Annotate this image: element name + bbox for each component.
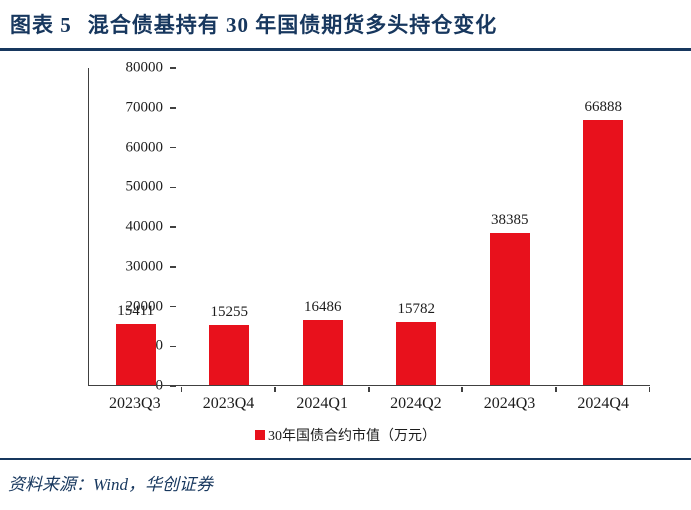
y-tick-mark — [170, 266, 176, 268]
bar-chart: 0100002000030000400005000060000700008000… — [0, 60, 691, 445]
bar — [302, 319, 343, 385]
y-tick-mark — [170, 226, 176, 228]
top-divider — [0, 48, 691, 51]
y-tick-label: 70000 — [125, 99, 164, 116]
plot-row: 0100002000030000400005000060000700008000… — [88, 60, 651, 393]
x-tick-mark — [648, 386, 650, 392]
bar-value-label: 15782 — [397, 301, 436, 318]
x-tick-mark — [274, 386, 276, 392]
bar-value-label: 15411 — [117, 302, 155, 319]
figure-header: 图表 5 混合债基持有 30 年国债期货多头持仓变化 — [0, 0, 691, 39]
x-tick-mark — [368, 386, 370, 392]
bar-slot: 15255 — [183, 68, 277, 385]
x-tick-label: 2024Q4 — [577, 395, 629, 412]
bar — [115, 323, 156, 385]
chart-legend: 30年国债合约市值（万元） — [0, 425, 691, 445]
bar-slot: 66888 — [557, 68, 651, 385]
legend-label: 30年国债合约市值（万元） — [268, 429, 436, 444]
y-tick-mark — [170, 67, 176, 69]
y-tick-mark — [170, 186, 176, 188]
y-tick-label: 40000 — [125, 218, 164, 235]
x-tick-mark — [555, 386, 557, 392]
y-tick-label: 60000 — [125, 139, 164, 155]
bar — [209, 324, 250, 385]
y-tick-label: 20000 — [125, 298, 164, 314]
bar-value-label: 66888 — [584, 98, 623, 115]
x-axis-labels: 2023Q3 2023Q4 2024Q1 2024Q2 2024Q3 2024Q4 — [88, 395, 650, 413]
bar-slot: 16486 — [276, 68, 370, 385]
x-tick-label: 2024Q2 — [390, 395, 442, 412]
x-tick-label: 2023Q3 — [109, 395, 161, 412]
x-tick-label: 2024Q3 — [483, 395, 536, 412]
x-tick-mark — [461, 386, 463, 392]
bar — [489, 232, 530, 385]
y-tick-label: 80000 — [125, 59, 164, 76]
bar-value-label: 16486 — [304, 298, 342, 315]
x-tick-label: 2023Q4 — [202, 395, 255, 412]
x-tick-label: 2024Q1 — [296, 395, 348, 412]
source-note: 资料来源：Wind，华创证券 — [8, 475, 213, 494]
y-tick-mark — [170, 385, 176, 387]
bar-slot: 38385 — [463, 68, 557, 385]
bar-slot: 15782 — [370, 68, 464, 385]
bar-value-label: 15255 — [210, 303, 249, 320]
y-tick-label: 50000 — [125, 178, 164, 195]
bar — [583, 119, 624, 385]
bar-slot: 15411 — [89, 68, 183, 385]
y-tick-mark — [170, 146, 176, 149]
figure-label: 图表 5 — [10, 13, 72, 37]
figure-title: 混合债基持有 30 年国债期货多头持仓变化 — [87, 13, 498, 37]
plot-area: 15411 15255 16486 15782 38385 66888 — [88, 68, 651, 392]
y-tick-mark — [170, 345, 176, 347]
y-tick-label: 30000 — [125, 258, 164, 275]
bar — [396, 322, 437, 385]
bar-value-label: 38385 — [491, 211, 529, 228]
x-tick-mark — [180, 386, 183, 392]
y-tick-mark — [170, 305, 176, 308]
bottom-divider — [0, 458, 691, 460]
y-tick-mark — [170, 107, 176, 109]
legend-swatch — [255, 430, 265, 440]
